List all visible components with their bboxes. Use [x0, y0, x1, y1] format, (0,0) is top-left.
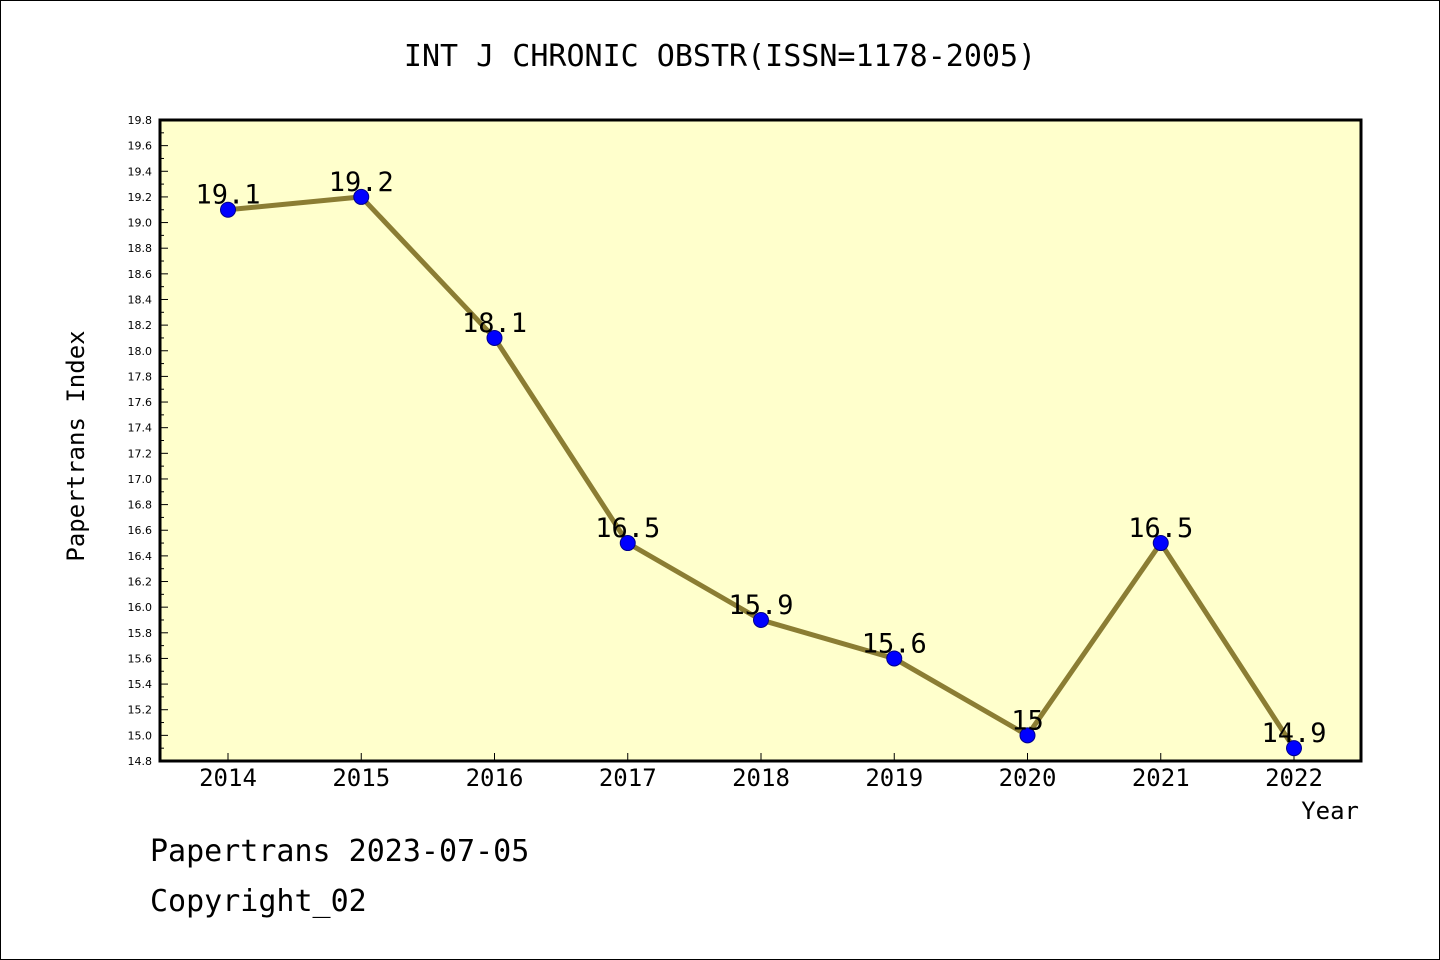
data-point — [1286, 740, 1302, 757]
y-tick-label: 19.8 — [128, 114, 153, 127]
data-point — [886, 650, 903, 667]
x-tick-label: 2015 — [332, 764, 390, 792]
data-point — [1019, 727, 1036, 744]
y-tick-label: 19.6 — [128, 140, 153, 153]
y-axis-label: Papertrans Index — [62, 330, 90, 561]
data-point — [753, 611, 769, 628]
y-tick-label: 15.0 — [128, 729, 153, 742]
data-point — [486, 329, 503, 346]
y-tick-label: 17.2 — [128, 447, 153, 460]
x-tick-label: 2021 — [1132, 764, 1190, 792]
x-tick-label: 2018 — [732, 764, 790, 792]
y-tick-label: 16.4 — [128, 550, 153, 563]
data-label: 18.1 — [462, 308, 527, 339]
data-label: 19.2 — [329, 167, 394, 198]
y-tick-label: 16.6 — [128, 524, 153, 537]
y-tick-label: 19.0 — [128, 217, 153, 230]
y-tick-label: 19.2 — [128, 191, 153, 204]
x-tick-label: 2014 — [199, 764, 257, 792]
y-axis-ticks: 14.8 15.0 15.2 15.4 15.6 15.8 16.0 16.2 16.4 16.6… — [128, 114, 168, 768]
series-group: 19.1 19.2 18.1 16.5 15.9 15.6 15 16.5 14.9 — [195, 167, 1327, 757]
x-tick-label: 2022 — [1265, 764, 1323, 792]
y-tick-label: 18.4 — [128, 293, 153, 306]
data-label: 16.5 — [595, 513, 660, 544]
y-tick-label: 15.6 — [128, 652, 153, 665]
chart-title: INT J CHRONIC OBSTR(ISSN=1178-2005) — [404, 39, 1036, 74]
y-tick-label: 17.0 — [128, 473, 153, 486]
y-tick-label: 18.2 — [128, 319, 153, 332]
data-point — [619, 535, 636, 552]
y-tick-label: 15.8 — [128, 627, 153, 640]
y-tick-label: 15.4 — [128, 678, 153, 691]
data-point — [353, 188, 370, 205]
y-tick-label: 18.6 — [128, 268, 153, 281]
data-label: 15.6 — [862, 628, 927, 659]
x-tick-label: 2016 — [466, 764, 524, 792]
data-point — [1152, 535, 1169, 552]
y-tick-label: 19.4 — [128, 165, 153, 178]
y-tick-label: 14.8 — [128, 755, 153, 768]
y-tick-label: 17.4 — [128, 422, 153, 435]
y-tick-label: 17.8 — [128, 370, 153, 383]
x-tick-label: 2019 — [865, 764, 923, 792]
x-tick-label: 2017 — [599, 764, 657, 792]
data-label: 14.9 — [1261, 718, 1326, 749]
x-axis-ticks: 2014 2015 2016 2017 2018 2019 2020 2021 2022 — [199, 753, 1323, 792]
data-label: 15 — [1011, 705, 1044, 736]
y-tick-label: 16.2 — [128, 576, 153, 589]
y-tick-label: 18.0 — [128, 345, 153, 358]
data-label: 15.9 — [728, 590, 793, 621]
footer-date: Papertrans 2023-07-05 — [150, 834, 530, 869]
data-label: 16.5 — [1128, 513, 1193, 544]
footer-copyright: Copyright_02 — [150, 884, 367, 919]
plot-area — [158, 118, 1363, 763]
x-tick-label: 2020 — [999, 764, 1057, 792]
y-tick-label: 15.2 — [128, 704, 153, 717]
x-axis-label: Year — [1301, 797, 1359, 825]
y-tick-label: 18.8 — [128, 242, 153, 255]
data-label: 19.1 — [195, 180, 260, 211]
y-tick-label: 16.8 — [128, 499, 153, 512]
y-tick-label: 17.6 — [128, 396, 153, 409]
data-point — [220, 201, 236, 218]
y-tick-label: 16.0 — [128, 601, 153, 614]
